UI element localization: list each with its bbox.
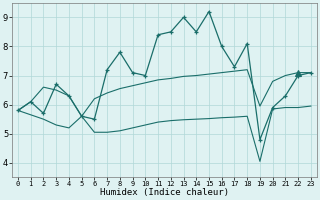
X-axis label: Humidex (Indice chaleur): Humidex (Indice chaleur) — [100, 188, 229, 197]
